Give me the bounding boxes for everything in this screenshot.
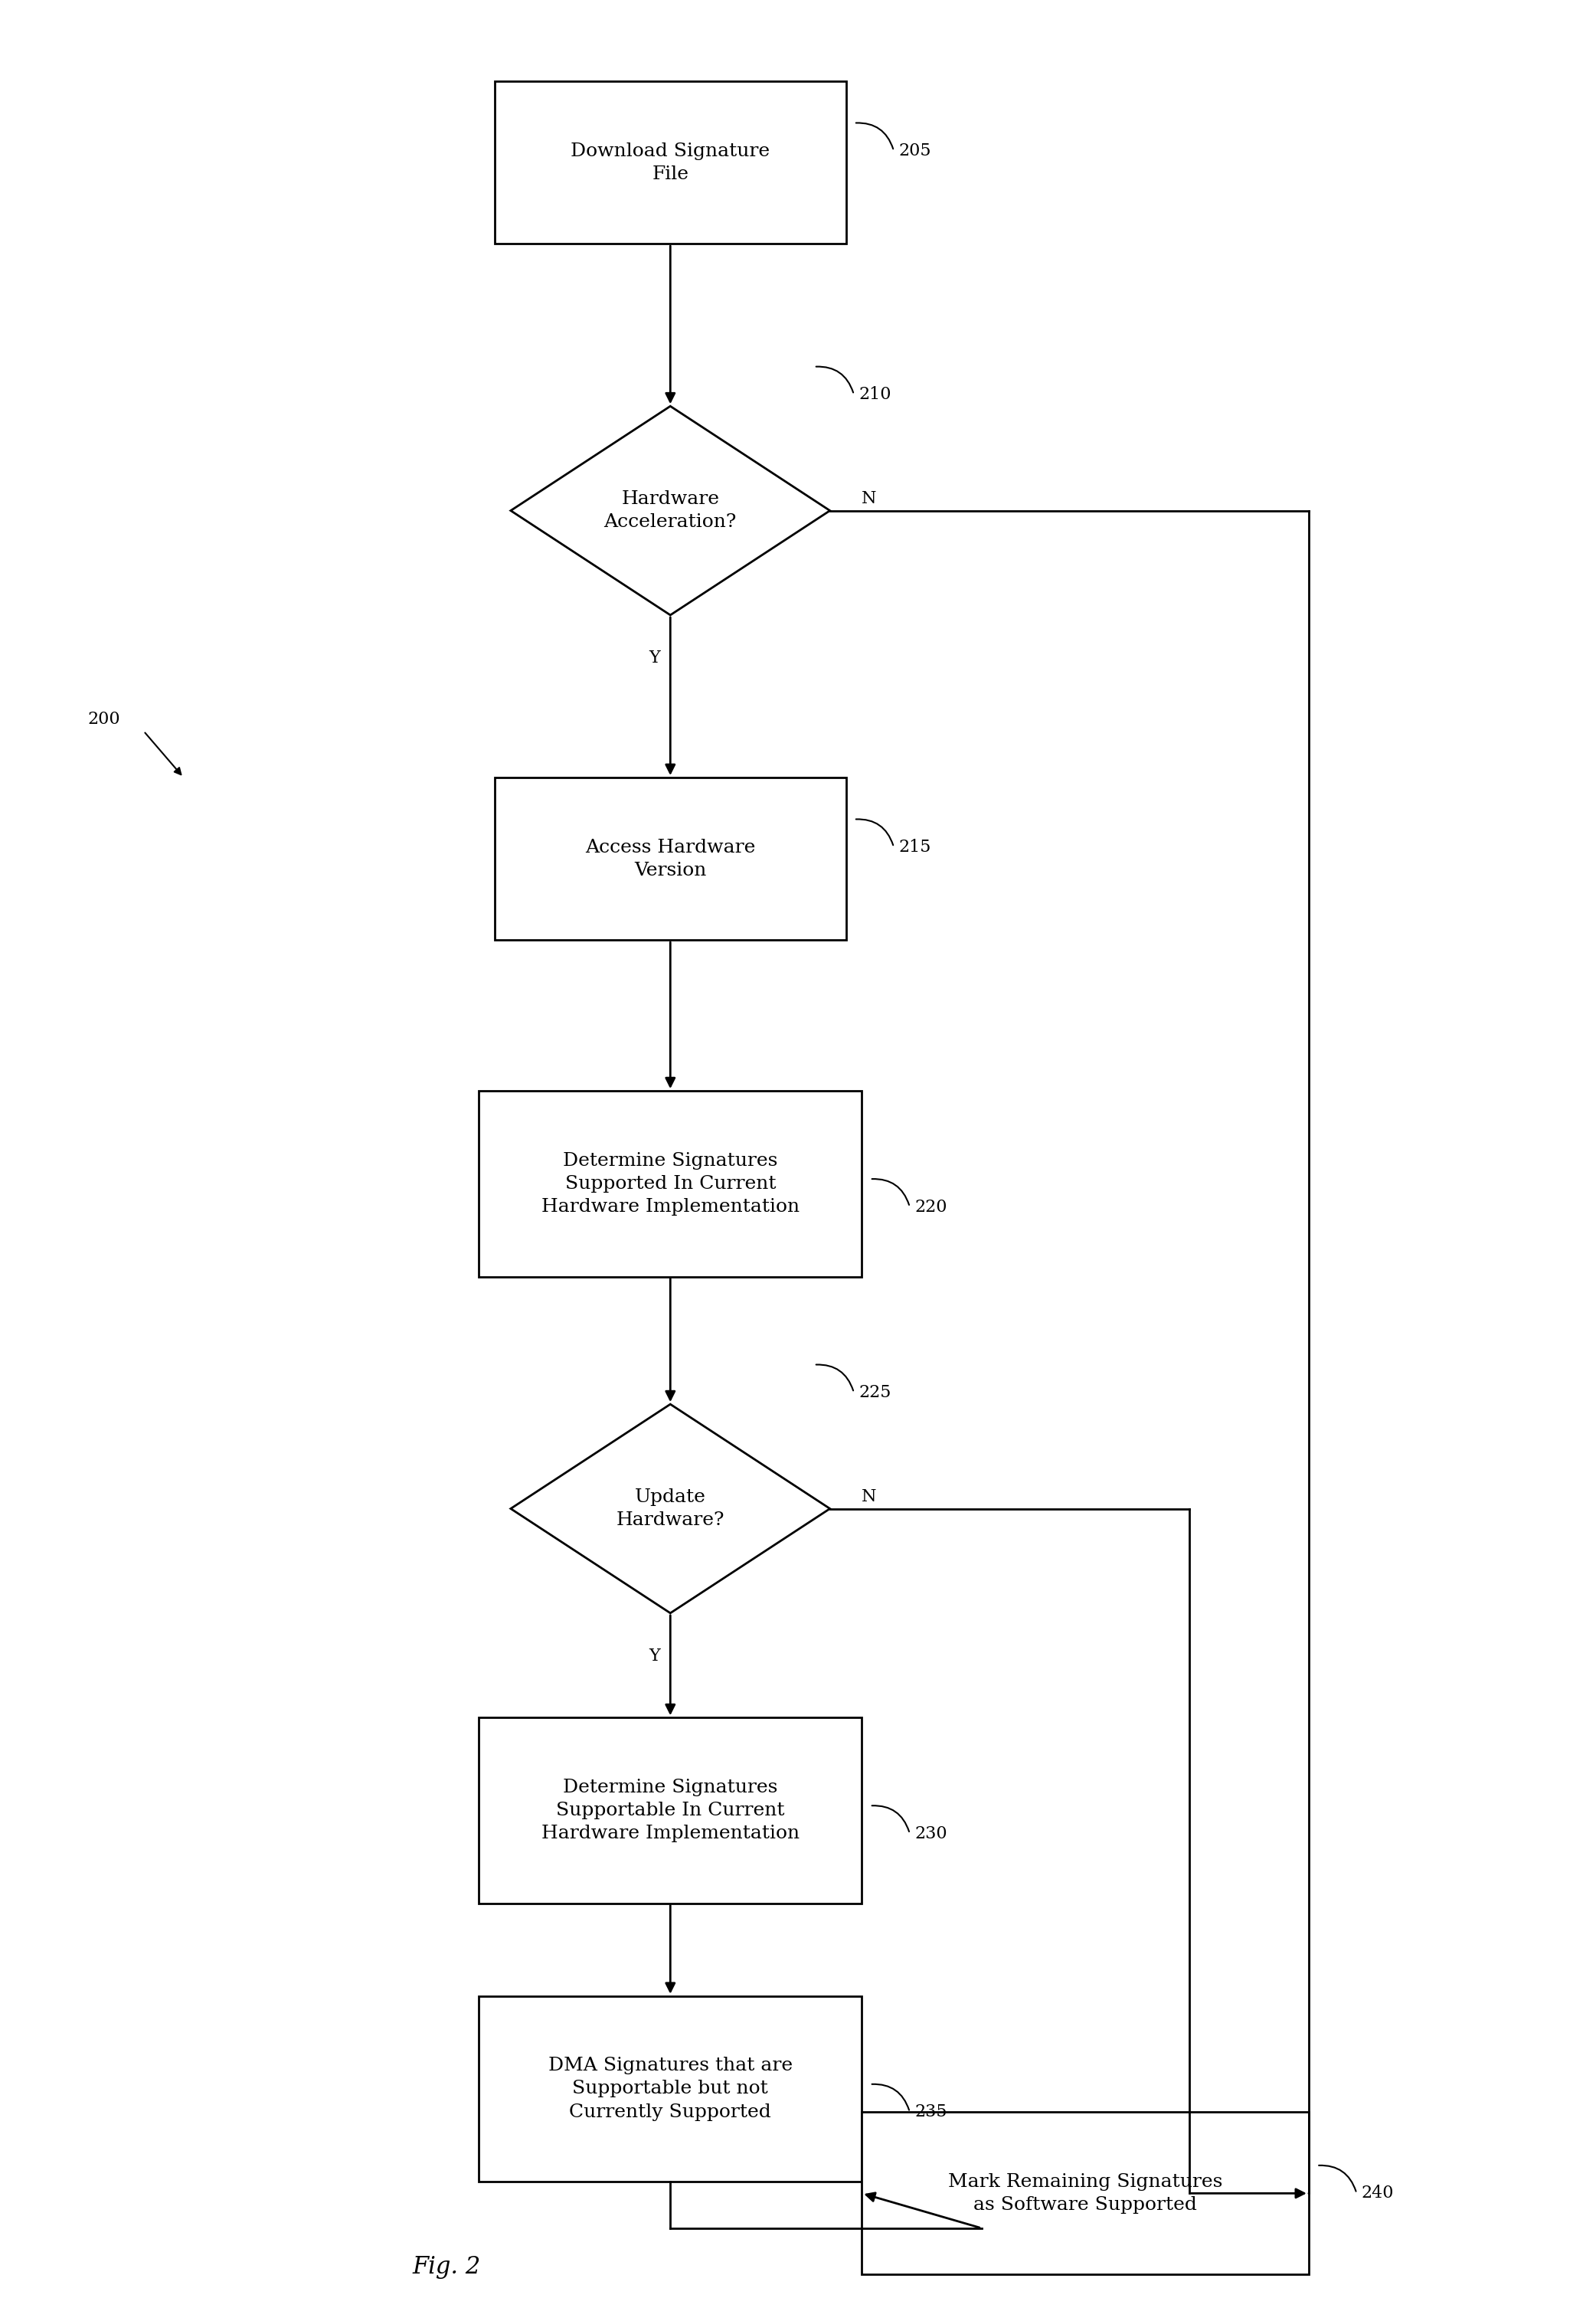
FancyBboxPatch shape <box>495 778 846 940</box>
Text: 240: 240 <box>1361 2184 1393 2203</box>
Text: 215: 215 <box>899 838 930 856</box>
Text: Mark Remaining Signatures
as Software Supported: Mark Remaining Signatures as Software Su… <box>948 2172 1223 2214</box>
FancyBboxPatch shape <box>479 1718 862 1903</box>
FancyBboxPatch shape <box>862 2112 1309 2275</box>
Text: 225: 225 <box>859 1383 891 1402</box>
Polygon shape <box>511 406 830 615</box>
Text: 200: 200 <box>88 710 120 729</box>
Text: Y: Y <box>648 650 661 666</box>
Text: 220: 220 <box>915 1198 946 1216</box>
Text: Determine Signatures
Supportable In Current
Hardware Implementation: Determine Signatures Supportable In Curr… <box>541 1778 800 1843</box>
Text: 210: 210 <box>859 385 891 404</box>
Polygon shape <box>511 1404 830 1613</box>
FancyBboxPatch shape <box>495 81 846 244</box>
Text: 205: 205 <box>899 142 930 160</box>
Text: Y: Y <box>648 1648 661 1664</box>
Text: Hardware
Acceleration?: Hardware Acceleration? <box>603 490 737 532</box>
Text: 230: 230 <box>915 1824 946 1843</box>
Text: N: N <box>862 490 876 508</box>
Text: N: N <box>862 1488 876 1506</box>
Text: 235: 235 <box>915 2103 946 2121</box>
Text: Fig. 2: Fig. 2 <box>413 2256 480 2279</box>
Text: DMA Signatures that are
Supportable but not
Currently Supported: DMA Signatures that are Supportable but … <box>547 2056 793 2121</box>
Text: Access Hardware
Version: Access Hardware Version <box>586 838 755 880</box>
FancyBboxPatch shape <box>479 1996 862 2182</box>
Text: Update
Hardware?: Update Hardware? <box>616 1488 725 1530</box>
Text: Determine Signatures
Supported In Current
Hardware Implementation: Determine Signatures Supported In Curren… <box>541 1151 800 1216</box>
Text: Download Signature
File: Download Signature File <box>571 142 769 183</box>
FancyBboxPatch shape <box>479 1091 862 1277</box>
